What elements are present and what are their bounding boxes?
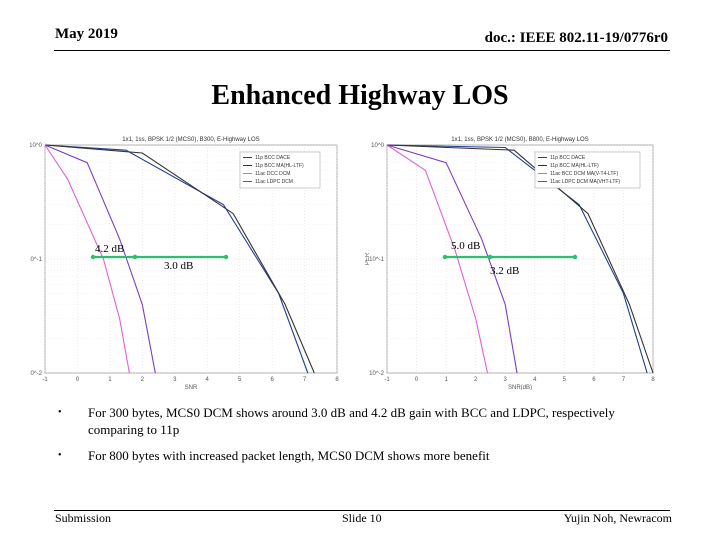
- bullet-item: • For 800 bytes with increased packet le…: [58, 447, 658, 464]
- x-tick-label: 1: [444, 377, 448, 383]
- x-tick-label: 7: [622, 377, 626, 383]
- legend-label: 11p BCC MA(HL-LTF): [255, 163, 304, 169]
- y-axis-label: PER: [365, 252, 371, 265]
- x-axis-label: SNR(dB): [508, 385, 532, 390]
- y-tick-label: 10^-1: [30, 257, 43, 263]
- legend-label: 11ac LDPC DCM: [255, 179, 293, 185]
- header-doc-id: doc.: IEEE 802.11-19/0776r0: [484, 30, 668, 46]
- footer-submission: Submission: [55, 511, 112, 525]
- x-tick-label: 5: [563, 377, 567, 383]
- x-tick-label: 5: [238, 377, 242, 383]
- y-tick-label: 10^-2: [30, 371, 43, 377]
- gain-marker: [572, 254, 578, 260]
- series-line: [44, 144, 130, 374]
- header-date: May 2019: [55, 26, 118, 42]
- x-tick-label: 6: [592, 377, 596, 383]
- x-tick-label: 0: [415, 377, 419, 383]
- bullet-list: • For 300 bytes, MCS0 DCM shows around 3…: [58, 404, 658, 473]
- chart-right: -1 0 1 2 3 4 5 6 7 8 10^0 10^-1 10^-2 1x1, 1ss, BPSK …: [365, 128, 665, 390]
- bullet-item: • For 300 bytes, MCS0 DCM shows around 3…: [58, 404, 658, 438]
- annotation-left-ldpc-gain: 4.2 dB: [95, 243, 125, 255]
- legend-box: [534, 151, 641, 189]
- series-line: [386, 144, 654, 374]
- gain-marker: [90, 254, 96, 260]
- y-tick-label: 10^0: [30, 143, 43, 149]
- y-tick-label: 10^-2: [369, 371, 384, 377]
- y-tick-label: 10^-1: [369, 257, 384, 263]
- chart-left: -1 0 1 2 3 4 5 6 7 8 10^0 10^-1 10^-2 1x1, 1ss, BPSK …: [30, 128, 340, 390]
- x-tick-label: 2: [141, 377, 145, 383]
- x-tick-label: 3: [504, 377, 508, 383]
- legend-label: 11ac LDPC DCM MA(VHT-LTF): [550, 179, 620, 185]
- bullet-dot-icon: •: [58, 450, 62, 461]
- chart-title: 1x1, 1ss, BPSK 1/2 (MCS0), B800, E-Highw…: [451, 137, 588, 143]
- series-line: [386, 144, 648, 374]
- footer-author: Yujin Noh, Newracom: [563, 511, 672, 525]
- gain-marker: [132, 254, 138, 260]
- x-tick-label: 7: [303, 377, 307, 383]
- gain-marker: [487, 254, 493, 260]
- annotation-left-bcc-gain: 3.0 dB: [164, 260, 194, 272]
- x-tick-label: 6: [270, 377, 274, 383]
- footer-slide-number: Slide 10: [342, 511, 382, 525]
- x-axis-label: SNR: [185, 385, 198, 390]
- legend-label: 11ac DCC DCM: [255, 171, 290, 177]
- bullet-text: For 800 bytes with increased packet leng…: [88, 448, 490, 463]
- footer-divider: [54, 510, 670, 511]
- gain-marker: [223, 254, 229, 260]
- x-tick-label: -1: [42, 377, 48, 383]
- legend-label: 11p BCC MA(HL-LTF): [550, 163, 599, 169]
- chart-right-svg: -1 0 1 2 3 4 5 6 7 8 10^0 10^-1 10^-2 1x1, 1ss, BPSK …: [365, 137, 655, 390]
- x-tick-label: 4: [533, 377, 537, 383]
- legend-label: 11ac BCC DCM MA(V-T4-LTF): [550, 171, 618, 177]
- legend-label: 11p BCC DACE: [255, 155, 291, 161]
- series-line: [386, 144, 518, 374]
- legend-box: [239, 151, 321, 189]
- chart-left-svg: -1 0 1 2 3 4 5 6 7 8 10^0 10^-1 10^-2 1x1, 1ss, BPSK …: [30, 137, 339, 390]
- x-tick-label: 3: [173, 377, 177, 383]
- x-tick-label: 8: [335, 377, 339, 383]
- series-line: [44, 144, 309, 374]
- slide-title: Enhanced Highway LOS: [211, 80, 509, 111]
- x-tick-label: 0: [76, 377, 80, 383]
- gain-marker: [442, 254, 448, 260]
- bullet-dot-icon: •: [58, 407, 62, 418]
- bullet-text: For 300 bytes, MCS0 DCM shows around 3.0…: [88, 405, 615, 437]
- chart-title: 1x1, 1ss, BPSK 1/2 (MCS0), B300, E-Highw…: [122, 137, 259, 143]
- y-tick-label: 10^0: [371, 143, 384, 149]
- header-divider: [54, 50, 670, 51]
- series-line: [44, 144, 156, 374]
- x-tick-label: -1: [384, 377, 390, 383]
- series-line: [44, 144, 315, 374]
- legend-label: 11p BCC DACE: [550, 155, 586, 161]
- x-tick-label: 4: [206, 377, 210, 383]
- x-tick-label: 1: [108, 377, 112, 383]
- annotation-right-bcc-gain: 3.2 dB: [490, 265, 520, 277]
- series-line: [386, 144, 489, 374]
- annotation-right-ldpc-gain: 5.0 dB: [451, 240, 481, 252]
- x-tick-label: 2: [474, 377, 478, 383]
- x-tick-label: 8: [651, 377, 655, 383]
